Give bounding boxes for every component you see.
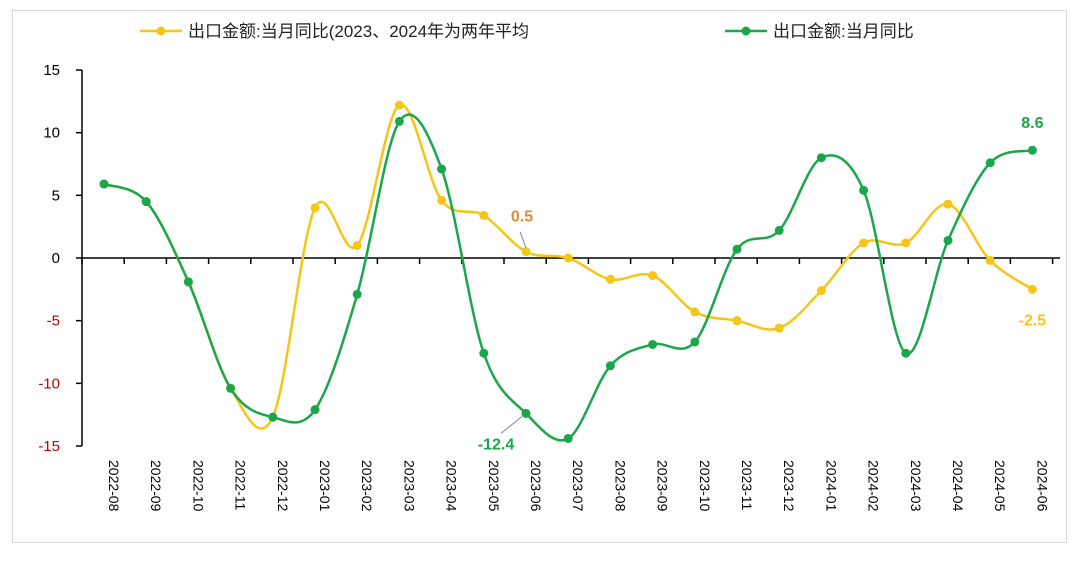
data-point-0: [774, 323, 784, 333]
data-point-0: [985, 256, 995, 266]
x-tick-label: 2024-05: [992, 460, 1008, 512]
legend: 出口金额:当月同比(2023、2024年为两年平均 出口金额:当月同比: [140, 22, 914, 41]
data-point-0: [816, 286, 826, 296]
x-tick-label: 2022-09: [148, 460, 164, 512]
x-tick-label: 2024-04: [950, 460, 966, 512]
x-tick-label: 2023-02: [359, 460, 375, 512]
axes: 15 10 5 0 -5 -10 -15 2022-08 2022-09 2022-10 2022-…: [38, 62, 1060, 512]
data-point-1: [183, 277, 193, 287]
data-point-0: [859, 238, 869, 248]
x-tick-label: 2024-03: [908, 460, 924, 512]
x-tick-label: 2023-12: [781, 460, 797, 512]
leader-line: [519, 231, 527, 248]
y-tick-label: 0: [52, 250, 60, 267]
legend-label-1: 出口金额:当月同比: [773, 22, 914, 41]
data-point-0: [563, 253, 573, 263]
series-group: [99, 100, 1037, 443]
data-point-1: [648, 339, 658, 349]
data-point-1: [943, 235, 953, 245]
data-point-1: [99, 179, 109, 189]
x-tick-label: 2022-10: [190, 460, 206, 512]
data-point-1: [859, 185, 869, 195]
x-tick-label: 2022-11: [233, 460, 249, 511]
data-label: -12.4: [478, 436, 515, 453]
y-tick-label: 15: [43, 62, 60, 79]
x-tick-label: 2023-10: [697, 460, 713, 512]
x-tick-label: 2023-04: [444, 460, 460, 512]
data-point-1: [141, 197, 151, 207]
data-point-0: [310, 203, 320, 213]
x-tick-label: 2023-07: [570, 460, 586, 512]
x-tick-label: 2022-08: [106, 460, 122, 512]
data-label: 0.5: [511, 209, 533, 226]
data-labels: 0.5 -12.4 8.6 -2.5: [478, 115, 1047, 453]
data-point-0: [1027, 284, 1037, 294]
legend-marker-0: [156, 26, 166, 36]
x-tick-label: 2024-02: [866, 460, 882, 512]
data-point-1: [310, 405, 320, 415]
data-point-0: [648, 271, 658, 281]
x-tick-label: 2023-03: [401, 460, 417, 512]
data-point-1: [563, 433, 573, 443]
data-point-1: [732, 244, 742, 254]
data-point-1: [394, 116, 404, 126]
data-point-1: [352, 289, 362, 299]
data-point-0: [901, 238, 911, 248]
data-point-0: [437, 195, 447, 205]
data-point-1: [1027, 145, 1037, 155]
x-tick-label: 2024-06: [1034, 460, 1050, 512]
y-tick-label: -10: [38, 375, 60, 392]
data-point-0: [943, 199, 953, 209]
data-point-1: [690, 337, 700, 347]
data-point-1: [437, 164, 447, 174]
data-point-0: [690, 307, 700, 317]
data-point-1: [226, 383, 236, 393]
leader-line: [500, 415, 523, 434]
x-tick-label: 2023-08: [612, 460, 628, 512]
x-tick-label: 2022-12: [275, 460, 291, 512]
data-point-0: [479, 210, 489, 220]
data-point-1: [985, 158, 995, 168]
series-line-1: [103, 113, 1033, 442]
legend-label-0: 出口金额:当月同比(2023、2024年为两年平均: [188, 22, 529, 41]
data-point-1: [479, 348, 489, 358]
data-point-1: [901, 348, 911, 358]
x-tick-label: 2023-11: [739, 460, 755, 511]
y-tick-label: -5: [47, 313, 60, 330]
series-line-0: [103, 103, 1034, 430]
x-tick-label: 2023-05: [486, 460, 502, 512]
data-point-0: [732, 316, 742, 326]
data-point-0: [352, 240, 362, 250]
data-point-1: [268, 412, 278, 422]
data-point-1: [816, 153, 826, 163]
chart-frame: [12, 10, 1067, 543]
y-tick-label: 5: [52, 187, 60, 204]
y-tick-label: -15: [38, 438, 60, 455]
x-tick-label: 2023-09: [655, 460, 671, 512]
data-label: 8.6: [1021, 115, 1043, 132]
data-point-0: [605, 274, 615, 284]
legend-marker-1: [741, 26, 751, 36]
y-tick-label: 10: [43, 125, 60, 142]
data-point-1: [521, 408, 531, 418]
data-point-0: [521, 247, 531, 257]
data-point-1: [774, 225, 784, 235]
data-label: -2.5: [1019, 312, 1047, 329]
data-point-1: [605, 361, 615, 371]
x-tick-label: 2024-01: [823, 460, 839, 512]
x-tick-label: 2023-01: [317, 460, 333, 512]
data-point-0: [394, 100, 404, 110]
x-tick-label: 2023-06: [528, 460, 544, 512]
